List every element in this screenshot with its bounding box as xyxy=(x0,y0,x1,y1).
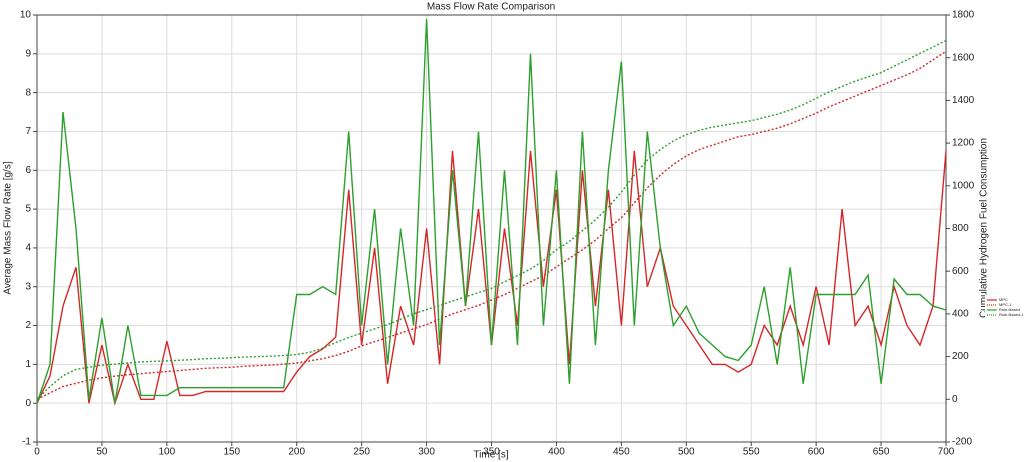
y-tick-label: 4 xyxy=(25,243,31,254)
y-tick-label: 3 xyxy=(25,281,31,292)
x-tick-label: 300 xyxy=(418,447,435,458)
legend-label: MPC-1 xyxy=(999,302,1012,307)
y2-tick-label: 200 xyxy=(952,351,969,362)
series-line xyxy=(36,50,947,400)
x-tick-label: 100 xyxy=(159,447,176,458)
x-tick-label: 350 xyxy=(483,447,500,458)
y-tick-label: 8 xyxy=(25,87,31,98)
y2-tick-label: -200 xyxy=(952,437,972,448)
y-tick-label: 5 xyxy=(25,204,31,215)
x-tick-label: 150 xyxy=(223,447,240,458)
y2-axis-label: Cumulative Hydrogen Fuel Consumption xyxy=(979,138,990,318)
x-tick-label: 450 xyxy=(613,447,630,458)
y2-tick-label: 0 xyxy=(952,394,958,405)
x-tick-label: 400 xyxy=(548,447,565,458)
x-tick-label: 200 xyxy=(288,447,305,458)
y2-tick-label: 600 xyxy=(952,266,969,277)
x-tick-label: 250 xyxy=(353,447,370,458)
legend-label: Rule-Based-1 xyxy=(999,312,1024,317)
legend-label: MPC xyxy=(999,297,1008,302)
y-tick-label: 2 xyxy=(25,320,31,331)
series-line xyxy=(36,39,947,400)
y-axis-label: Average Mass Flow Rate [g/s] xyxy=(3,161,14,294)
y2-tick-label: 800 xyxy=(952,223,969,234)
y-tick-label: 1 xyxy=(25,359,31,370)
y2-tick-label: 1400 xyxy=(952,95,975,106)
x-tick-label: 500 xyxy=(678,447,695,458)
y2-tick-label: 1600 xyxy=(952,52,975,63)
y2-tick-label: 1200 xyxy=(952,138,975,149)
plot-frame xyxy=(36,14,947,443)
x-tick-label: 50 xyxy=(96,447,108,458)
y-tick-label: 6 xyxy=(25,165,31,176)
x-tick-label: 700 xyxy=(938,447,955,458)
x-tick-label: 650 xyxy=(873,447,890,458)
y2-tick-label: 1800 xyxy=(952,10,975,21)
y2-tick-label: 400 xyxy=(952,309,969,320)
x-tick-label: 600 xyxy=(808,447,825,458)
y2-tick-label: 1000 xyxy=(952,180,975,191)
y-tick-label: -1 xyxy=(22,437,31,448)
series-line xyxy=(36,18,947,404)
y-tick-label: 10 xyxy=(20,10,32,21)
chart-title: Mass Flow Rate Comparison xyxy=(427,2,555,13)
y-tick-label: 0 xyxy=(25,398,31,409)
x-tick-label: 550 xyxy=(743,447,760,458)
y-tick-label: 7 xyxy=(25,126,31,137)
y-tick-label: 9 xyxy=(25,48,31,59)
x-tick-label: 0 xyxy=(34,447,40,458)
legend-label: Rule-Based xyxy=(999,307,1020,312)
x-axis-label: Time [s] xyxy=(473,450,508,461)
